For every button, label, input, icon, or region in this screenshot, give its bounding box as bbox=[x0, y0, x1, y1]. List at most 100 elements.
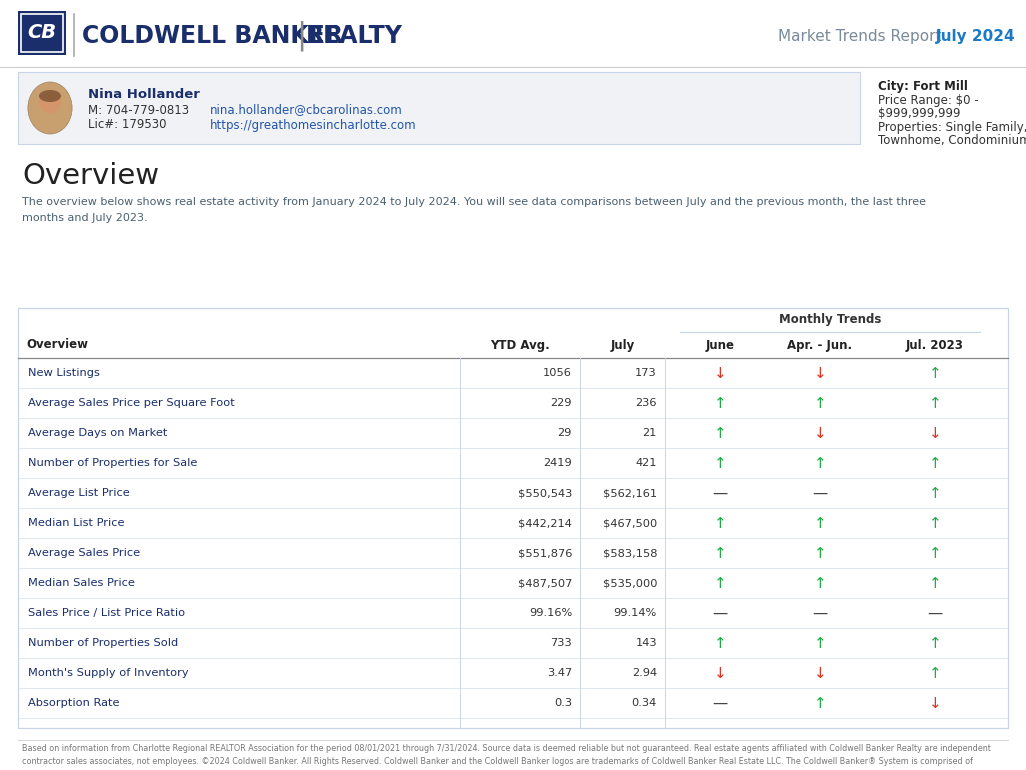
Text: $442,214: $442,214 bbox=[518, 518, 573, 528]
Text: ↑: ↑ bbox=[929, 486, 942, 500]
Text: ↑: ↑ bbox=[929, 366, 942, 380]
Text: July 2024: July 2024 bbox=[936, 28, 1016, 43]
Text: ↑: ↑ bbox=[714, 456, 726, 470]
Text: ↑: ↑ bbox=[929, 396, 942, 410]
Text: —: — bbox=[813, 605, 828, 621]
Text: ↑: ↑ bbox=[714, 426, 726, 440]
Text: Apr. - Jun.: Apr. - Jun. bbox=[787, 339, 853, 351]
Text: Properties: Single Family,: Properties: Single Family, bbox=[878, 121, 1026, 134]
Text: —: — bbox=[928, 605, 943, 621]
Text: Month's Supply of Inventory: Month's Supply of Inventory bbox=[28, 668, 189, 678]
Text: Number of Properties Sold: Number of Properties Sold bbox=[28, 638, 179, 648]
Text: 3.47: 3.47 bbox=[547, 668, 573, 678]
Bar bbox=[18, 72, 860, 144]
Circle shape bbox=[39, 91, 61, 113]
Text: ↑: ↑ bbox=[714, 515, 726, 531]
Text: Median List Price: Median List Price bbox=[28, 518, 124, 528]
Text: —: — bbox=[712, 486, 727, 500]
Text: 173: 173 bbox=[635, 368, 657, 378]
Bar bbox=[18, 11, 66, 55]
Text: Number of Properties for Sale: Number of Properties for Sale bbox=[28, 458, 197, 468]
Text: $535,000: $535,000 bbox=[602, 578, 657, 588]
Text: Based on information from Charlotte Regional REALTOR Association for the period : Based on information from Charlotte Regi… bbox=[22, 744, 1010, 770]
Text: ↓: ↓ bbox=[814, 366, 826, 380]
Text: —: — bbox=[712, 605, 727, 621]
Text: CB: CB bbox=[28, 24, 56, 42]
Text: ↑: ↑ bbox=[814, 635, 826, 651]
Text: 143: 143 bbox=[635, 638, 657, 648]
Text: Jul. 2023: Jul. 2023 bbox=[906, 339, 964, 351]
Text: ↑: ↑ bbox=[714, 396, 726, 410]
Text: ↓: ↓ bbox=[814, 426, 826, 440]
Text: ↓: ↓ bbox=[714, 366, 726, 380]
Text: Average List Price: Average List Price bbox=[28, 488, 129, 498]
Bar bbox=[19, 418, 1007, 448]
Text: REALTY: REALTY bbox=[306, 24, 403, 48]
Text: Absorption Rate: Absorption Rate bbox=[28, 698, 119, 708]
Text: 733: 733 bbox=[550, 638, 573, 648]
Text: June: June bbox=[706, 339, 735, 351]
Text: ↑: ↑ bbox=[714, 545, 726, 561]
Text: ↑: ↑ bbox=[714, 635, 726, 651]
Text: ↑: ↑ bbox=[929, 515, 942, 531]
Text: New Listings: New Listings bbox=[28, 368, 100, 378]
Text: ↑: ↑ bbox=[929, 545, 942, 561]
Text: COLDWELL BANKER: COLDWELL BANKER bbox=[82, 24, 343, 48]
Text: ↑: ↑ bbox=[814, 545, 826, 561]
Text: ↑: ↑ bbox=[814, 515, 826, 531]
Text: ↑: ↑ bbox=[814, 695, 826, 711]
Text: Overview: Overview bbox=[26, 339, 88, 351]
Text: Monthly Trends: Monthly Trends bbox=[779, 313, 881, 326]
Text: nina.hollander@cbcarolinas.com: nina.hollander@cbcarolinas.com bbox=[210, 103, 403, 116]
Text: Price Range: $0 -: Price Range: $0 - bbox=[878, 94, 979, 107]
Text: 2.94: 2.94 bbox=[632, 668, 657, 678]
Text: 29: 29 bbox=[557, 428, 573, 438]
Bar bbox=[19, 538, 1007, 568]
Text: https://greathomesincharlotte.com: https://greathomesincharlotte.com bbox=[210, 119, 417, 132]
Text: 2419: 2419 bbox=[543, 458, 573, 468]
Text: ↓: ↓ bbox=[714, 665, 726, 681]
Text: 21: 21 bbox=[642, 428, 657, 438]
Text: ↓: ↓ bbox=[929, 426, 942, 440]
Text: Average Sales Price: Average Sales Price bbox=[28, 548, 141, 558]
Text: ↑: ↑ bbox=[814, 575, 826, 591]
Text: 99.14%: 99.14% bbox=[614, 608, 657, 618]
Text: Median Sales Price: Median Sales Price bbox=[28, 578, 134, 588]
Text: 1056: 1056 bbox=[543, 368, 573, 378]
Text: Overview: Overview bbox=[22, 162, 159, 190]
Text: 99.16%: 99.16% bbox=[528, 608, 573, 618]
Text: Average Sales Price per Square Foot: Average Sales Price per Square Foot bbox=[28, 398, 235, 408]
Text: ↑: ↑ bbox=[929, 635, 942, 651]
Text: Sales Price / List Price Ratio: Sales Price / List Price Ratio bbox=[28, 608, 185, 618]
Text: ↑: ↑ bbox=[714, 575, 726, 591]
Text: ↓: ↓ bbox=[814, 665, 826, 681]
Text: 229: 229 bbox=[551, 398, 573, 408]
Text: The overview below shows real estate activity from January 2024 to July 2024. Yo: The overview below shows real estate act… bbox=[22, 197, 926, 223]
Bar bbox=[18, 308, 1008, 728]
Text: Average Days on Market: Average Days on Market bbox=[28, 428, 167, 438]
Text: M: 704-779-0813: M: 704-779-0813 bbox=[88, 103, 189, 116]
Text: $583,158: $583,158 bbox=[602, 548, 657, 558]
Text: 421: 421 bbox=[635, 458, 657, 468]
Text: 0.3: 0.3 bbox=[554, 698, 573, 708]
Bar bbox=[19, 358, 1007, 388]
Text: |: | bbox=[295, 21, 306, 52]
Text: ↓: ↓ bbox=[929, 695, 942, 711]
Text: 0.34: 0.34 bbox=[632, 698, 657, 708]
Text: ↑: ↑ bbox=[814, 456, 826, 470]
Text: City: Fort Mill: City: Fort Mill bbox=[878, 80, 968, 93]
Text: ↑: ↑ bbox=[929, 665, 942, 681]
Ellipse shape bbox=[28, 82, 72, 134]
Bar bbox=[19, 598, 1007, 628]
Text: $550,543: $550,543 bbox=[518, 488, 573, 498]
Text: —: — bbox=[813, 486, 828, 500]
Text: $999,999,999: $999,999,999 bbox=[878, 107, 960, 120]
Text: July: July bbox=[610, 339, 635, 351]
Text: $551,876: $551,876 bbox=[518, 548, 573, 558]
Text: Lic#: 179530: Lic#: 179530 bbox=[88, 119, 166, 132]
Bar bbox=[21, 14, 63, 52]
Text: Nina Hollander: Nina Hollander bbox=[88, 88, 200, 101]
Text: 236: 236 bbox=[635, 398, 657, 408]
Text: —: — bbox=[712, 695, 727, 711]
Text: ↑: ↑ bbox=[814, 396, 826, 410]
